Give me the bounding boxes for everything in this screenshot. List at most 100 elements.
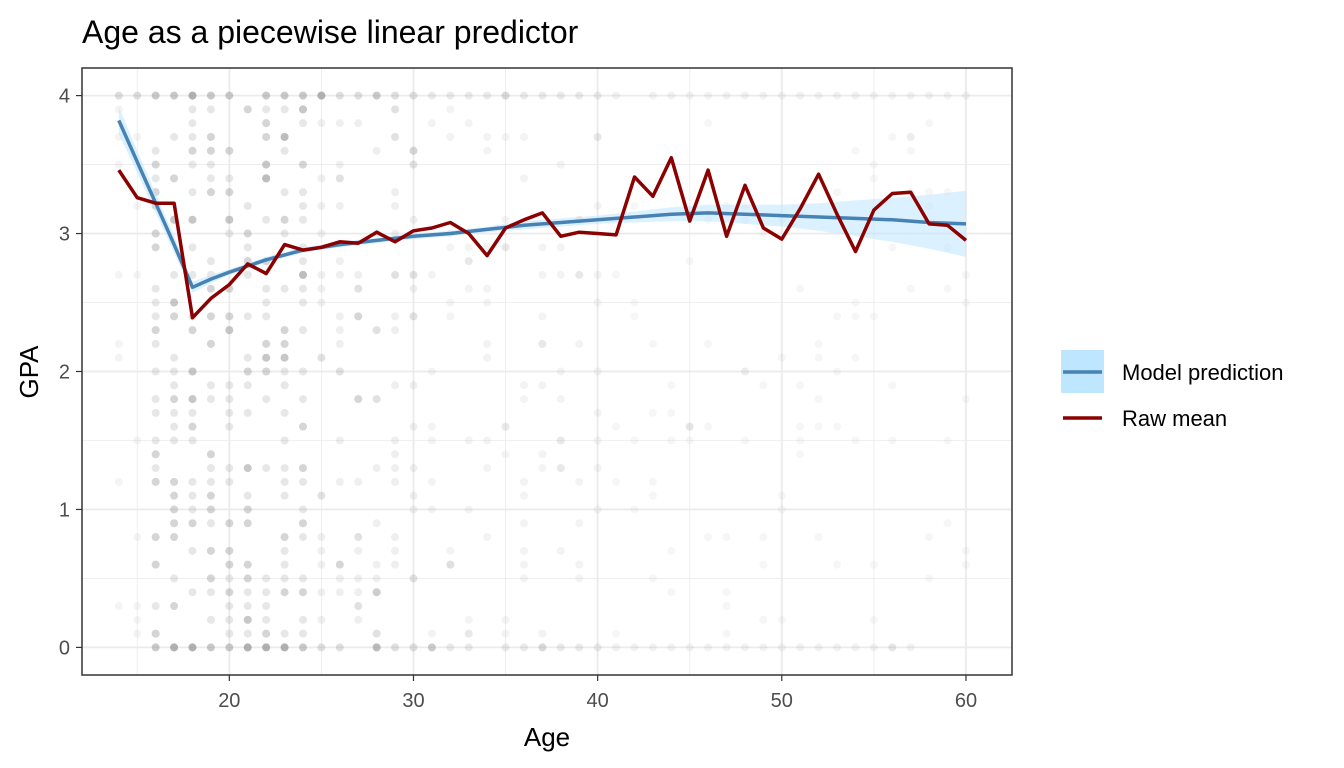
y-axis: 0 1 2 3 4 xyxy=(59,86,82,659)
data-point xyxy=(225,146,234,155)
x-axis-title: Age xyxy=(524,722,570,752)
data-point xyxy=(206,132,215,141)
data-point xyxy=(243,312,252,321)
data-point xyxy=(243,105,252,114)
data-point xyxy=(317,546,326,555)
data-point xyxy=(335,270,344,279)
data-point xyxy=(501,450,510,459)
data-point xyxy=(188,643,197,652)
data-point xyxy=(464,629,473,638)
data-point xyxy=(188,367,197,376)
data-point xyxy=(170,367,179,376)
data-point xyxy=(575,91,584,100)
data-point xyxy=(243,602,252,611)
data-point xyxy=(464,257,473,266)
data-point xyxy=(225,519,234,528)
data-point xyxy=(354,119,363,128)
data-point xyxy=(427,422,436,431)
data-point xyxy=(391,91,400,100)
data-point xyxy=(612,477,621,486)
data-point xyxy=(151,436,160,445)
data-point xyxy=(814,533,823,542)
data-point xyxy=(243,560,252,569)
data-point xyxy=(446,298,455,307)
data-point xyxy=(446,560,455,569)
data-point xyxy=(483,533,492,542)
data-point xyxy=(869,160,878,169)
data-point xyxy=(188,395,197,404)
data-point xyxy=(483,464,492,473)
data-point xyxy=(317,91,326,100)
data-point xyxy=(243,629,252,638)
data-point xyxy=(630,298,639,307)
data-point xyxy=(225,519,234,528)
data-point xyxy=(483,298,492,307)
data-point xyxy=(243,574,252,583)
data-point xyxy=(777,643,786,652)
data-point xyxy=(151,629,160,638)
data-point xyxy=(188,215,197,224)
data-point xyxy=(777,505,786,514)
data-point xyxy=(151,243,160,252)
raw-mean-line xyxy=(117,155,968,320)
data-point xyxy=(409,312,418,321)
data-point xyxy=(335,477,344,486)
data-point xyxy=(446,643,455,652)
data-point xyxy=(593,436,602,445)
data-point xyxy=(298,270,307,279)
data-point xyxy=(225,546,234,555)
data-point xyxy=(575,270,584,279)
data-point xyxy=(409,215,418,224)
data-point xyxy=(391,533,400,542)
data-point xyxy=(188,588,197,597)
data-point xyxy=(427,367,436,376)
data-point xyxy=(612,270,621,279)
data-point xyxy=(243,381,252,390)
data-point xyxy=(391,312,400,321)
data-point xyxy=(206,174,215,183)
data-point xyxy=(593,132,602,141)
data-point xyxy=(556,270,565,279)
data-point xyxy=(593,91,602,100)
data-point xyxy=(298,270,307,279)
data-point xyxy=(280,188,289,197)
data-point xyxy=(225,546,234,555)
data-point xyxy=(464,615,473,624)
data-point xyxy=(170,574,179,583)
data-point xyxy=(280,91,289,100)
data-point xyxy=(925,533,934,542)
data-point xyxy=(483,146,492,155)
data-point xyxy=(243,615,252,624)
data-point xyxy=(354,284,363,293)
data-point xyxy=(262,132,271,141)
data-point xyxy=(685,422,694,431)
data-point xyxy=(593,408,602,417)
data-point xyxy=(114,91,123,100)
data-point xyxy=(243,588,252,597)
data-point xyxy=(206,450,215,459)
data-point xyxy=(556,546,565,555)
data-point xyxy=(262,353,271,362)
data-point xyxy=(280,574,289,583)
data-point xyxy=(501,422,510,431)
data-point xyxy=(188,146,197,155)
data-point xyxy=(280,491,289,500)
data-point xyxy=(280,643,289,652)
data-point xyxy=(243,505,252,514)
data-point xyxy=(409,160,418,169)
data-point xyxy=(317,201,326,210)
data-point xyxy=(906,284,915,293)
data-point xyxy=(206,188,215,197)
data-point xyxy=(262,367,271,376)
data-point xyxy=(262,132,271,141)
y-tick-label-1: 1 xyxy=(59,499,70,521)
data-point xyxy=(759,381,768,390)
data-point xyxy=(667,546,676,555)
data-point xyxy=(317,643,326,652)
data-point xyxy=(851,312,860,321)
data-point xyxy=(519,519,528,528)
data-point xyxy=(225,326,234,335)
data-point xyxy=(243,243,252,252)
data-point xyxy=(391,381,400,390)
data-point xyxy=(759,229,768,238)
